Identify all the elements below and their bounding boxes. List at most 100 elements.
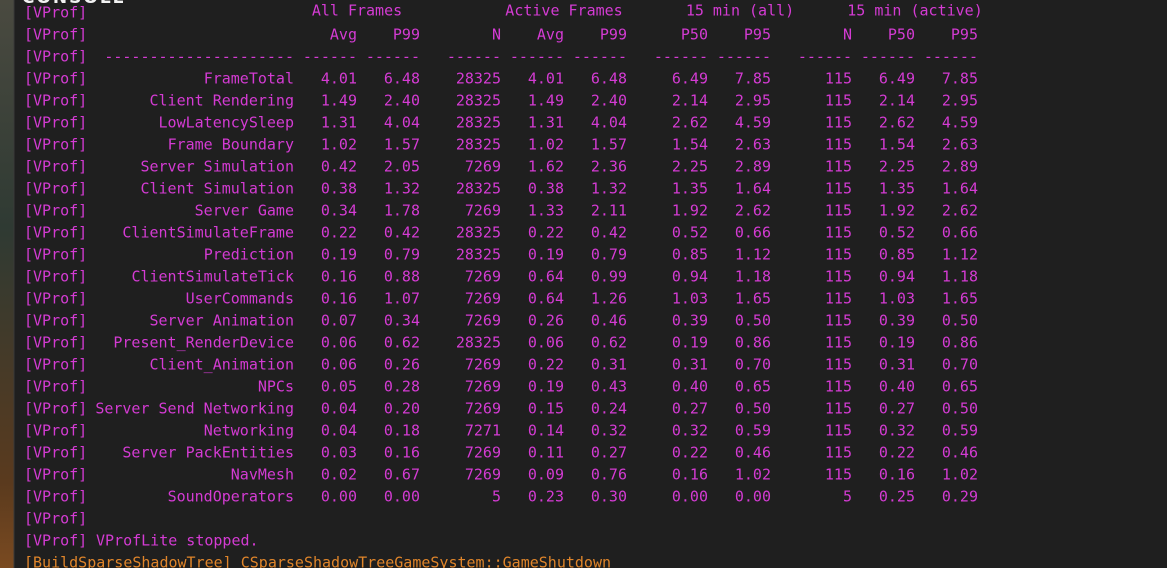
row-value: 0.99	[591, 268, 627, 286]
row-value: 0.16	[672, 466, 708, 484]
row-name: Networking	[204, 422, 294, 440]
row-value: 0.94	[672, 268, 708, 286]
row-value: 0.79	[384, 246, 420, 264]
row-value: 0.88	[384, 268, 420, 286]
separator: ------	[654, 48, 708, 66]
row-value: 7269	[465, 400, 501, 418]
row-value: 0.00	[321, 488, 357, 506]
row-value: 2.14	[879, 92, 915, 110]
row-value: 0.06	[528, 334, 564, 352]
row-value: 1.26	[591, 290, 627, 308]
row-value: 0.26	[528, 312, 564, 330]
row-name: Server Animation	[150, 312, 295, 330]
row-name: NavMesh	[231, 466, 294, 484]
log-prefix: [VProf]	[24, 356, 87, 374]
column-header: Avg	[330, 26, 357, 44]
row-value: 2.89	[942, 158, 978, 176]
row-value: 0.31	[672, 356, 708, 374]
row-value: 115	[825, 268, 852, 286]
row-value: 2.95	[735, 92, 771, 110]
log-prefix: [VProf]	[24, 48, 87, 66]
row-value: 0.66	[942, 224, 978, 242]
row-value: 1.62	[528, 158, 564, 176]
row-value: 115	[825, 136, 852, 154]
row-value: 1.03	[879, 290, 915, 308]
row-value: 1.57	[591, 136, 627, 154]
column-header: P95	[951, 26, 978, 44]
row-value: 115	[825, 290, 852, 308]
row-value: 28325	[456, 92, 501, 110]
row-value: 0.04	[321, 400, 357, 418]
row-name: Prediction	[204, 246, 294, 264]
column-header: P50	[888, 26, 915, 44]
row-value: 1.92	[672, 202, 708, 220]
row-value: 0.25	[879, 488, 915, 506]
row-value: 7271	[465, 422, 501, 440]
row-name: Client_Animation	[150, 356, 295, 374]
row-value: 7.85	[735, 70, 771, 88]
row-value: 0.18	[384, 422, 420, 440]
row-value: 115	[825, 356, 852, 374]
row-value: 0.04	[321, 422, 357, 440]
row-name: Frame Boundary	[168, 136, 294, 154]
row-name: UserCommands	[186, 290, 294, 308]
group-header: Active Frames	[505, 2, 622, 20]
row-value: 7269	[465, 312, 501, 330]
log-message: VProfLite stopped.	[96, 532, 259, 550]
row-value: 0.42	[321, 158, 357, 176]
row-value: 1.18	[735, 268, 771, 286]
row-value: 2.62	[735, 202, 771, 220]
row-name: Server Send Networking	[95, 400, 294, 418]
row-value: 1.02	[735, 466, 771, 484]
row-value: 0.00	[672, 488, 708, 506]
log-prefix: [VProf]	[24, 158, 87, 176]
row-value: 7269	[465, 268, 501, 286]
row-value: 7269	[465, 444, 501, 462]
row-value: 2.62	[672, 114, 708, 132]
row-value: 0.39	[672, 312, 708, 330]
separator: ------	[303, 48, 357, 66]
row-value: 0.06	[321, 334, 357, 352]
row-value: 0.19	[528, 378, 564, 396]
row-value: 0.76	[591, 466, 627, 484]
row-value: 0.70	[942, 356, 978, 374]
row-value: 115	[825, 180, 852, 198]
row-value: 0.50	[735, 400, 771, 418]
row-value: 0.19	[321, 246, 357, 264]
row-value: 5	[492, 488, 501, 506]
row-value: 2.40	[384, 92, 420, 110]
row-value: 0.50	[735, 312, 771, 330]
row-value: 115	[825, 422, 852, 440]
row-name: ClientSimulateTick	[131, 268, 294, 286]
row-value: 115	[825, 92, 852, 110]
row-value: 0.32	[591, 422, 627, 440]
row-value: 1.02	[321, 136, 357, 154]
row-value: 0.31	[591, 356, 627, 374]
row-value: 115	[825, 202, 852, 220]
row-value: 0.79	[591, 246, 627, 264]
separator: ---------------------	[104, 48, 294, 66]
group-header: All Frames	[312, 2, 402, 20]
log-prefix: [VProf]	[24, 378, 87, 396]
row-value: 0.52	[672, 224, 708, 242]
row-value: 6.48	[591, 70, 627, 88]
separator: ------	[861, 48, 915, 66]
row-value: 115	[825, 114, 852, 132]
log-prefix: [VProf]	[24, 114, 87, 132]
row-value: 0.38	[321, 180, 357, 198]
row-value: 0.59	[735, 422, 771, 440]
row-value: 1.02	[528, 136, 564, 154]
row-value: 2.14	[672, 92, 708, 110]
row-value: 0.62	[384, 334, 420, 352]
row-value: 115	[825, 312, 852, 330]
row-name: Client Simulation	[140, 180, 294, 198]
row-value: 0.22	[528, 224, 564, 242]
row-value: 0.50	[942, 312, 978, 330]
column-header: P99	[600, 26, 627, 44]
row-value: 0.14	[528, 422, 564, 440]
row-value: 1.35	[879, 180, 915, 198]
row-value: 1.78	[384, 202, 420, 220]
row-value: 115	[825, 444, 852, 462]
